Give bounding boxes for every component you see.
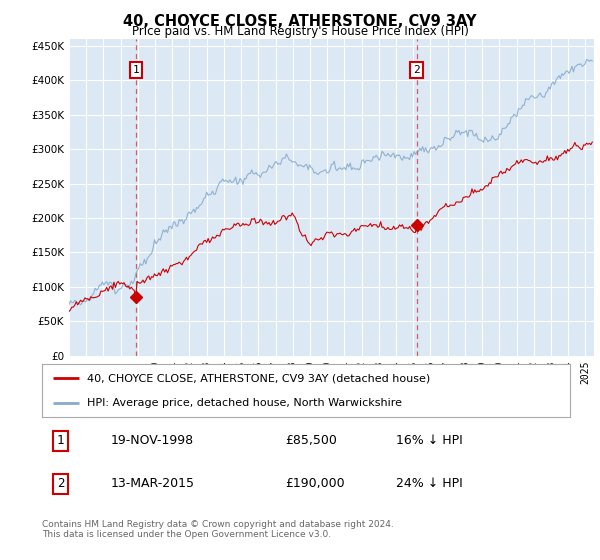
Text: 2: 2 [413, 65, 420, 75]
Text: 16% ↓ HPI: 16% ↓ HPI [396, 434, 463, 447]
Text: 40, CHOYCE CLOSE, ATHERSTONE, CV9 3AY: 40, CHOYCE CLOSE, ATHERSTONE, CV9 3AY [123, 14, 477, 29]
Text: 40, CHOYCE CLOSE, ATHERSTONE, CV9 3AY (detached house): 40, CHOYCE CLOSE, ATHERSTONE, CV9 3AY (d… [87, 374, 430, 384]
Text: 19-NOV-1998: 19-NOV-1998 [110, 434, 194, 447]
Text: £85,500: £85,500 [285, 434, 337, 447]
Text: 2: 2 [57, 477, 64, 490]
Text: £190,000: £190,000 [285, 477, 344, 490]
Text: Contains HM Land Registry data © Crown copyright and database right 2024.
This d: Contains HM Land Registry data © Crown c… [42, 520, 394, 539]
Text: 1: 1 [57, 434, 64, 447]
Text: 13-MAR-2015: 13-MAR-2015 [110, 477, 194, 490]
Text: Price paid vs. HM Land Registry's House Price Index (HPI): Price paid vs. HM Land Registry's House … [131, 25, 469, 38]
Text: 1: 1 [133, 65, 139, 75]
Text: 24% ↓ HPI: 24% ↓ HPI [396, 477, 463, 490]
Text: HPI: Average price, detached house, North Warwickshire: HPI: Average price, detached house, Nort… [87, 398, 402, 408]
